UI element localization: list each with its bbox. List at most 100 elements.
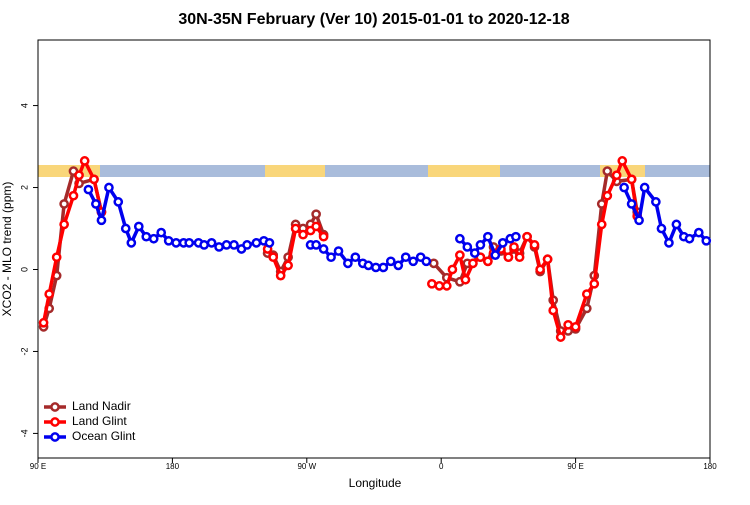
data-point [59,199,69,209]
data-point [133,221,144,232]
data-point [427,278,437,289]
x-tick-label: 0 [439,462,444,471]
data-point [626,199,637,209]
data-point [468,258,478,269]
data-point [602,166,613,176]
data-point [229,240,239,250]
data-point [639,182,650,193]
data-point [148,233,159,244]
y-tick-label: 2 [19,185,29,190]
data-point [455,250,465,260]
data-point [206,238,217,248]
legend-label: Land Glint [72,414,127,428]
data-point [363,260,374,271]
x-tick-label: 90 E [30,462,46,471]
data-point [156,227,167,238]
data-point [378,262,389,273]
data-point [38,317,49,328]
data-point [634,215,644,226]
data-point [421,256,432,267]
data-point [511,231,521,242]
data-point [214,242,224,252]
data-point [311,209,321,220]
data-point [298,229,308,240]
data-point [455,233,465,244]
y-tick-label: -4 [19,429,29,437]
data-point [318,244,329,254]
data-point [589,278,600,289]
data-point [221,240,232,250]
data-point [514,252,525,263]
data-point [171,238,181,248]
data-point [385,256,396,267]
data-point [59,219,69,230]
data-point [290,223,301,234]
legend-marker [50,417,60,427]
data-point [400,252,411,263]
data-point [581,289,592,299]
data-point [462,242,473,252]
data-point [311,240,321,250]
data-point [475,240,486,250]
data-point [91,199,101,209]
data-point [333,246,344,256]
data-point [83,184,94,195]
data-point [469,248,480,258]
data-point [619,182,629,193]
data-point [602,190,613,201]
x-axis-label: Longitude [349,476,402,490]
data-point [555,332,566,342]
map-strip [38,165,710,177]
data-point [268,252,279,263]
x-tick-label: 180 [166,462,180,471]
chart-title: 30N-35N February (Ver 10) 2015-01-01 to … [178,11,569,28]
data-point [428,258,439,269]
series-line [86,185,708,270]
x-tick-label: 90 W [297,462,316,471]
y-axis-label: XCO2 - MLO trend (ppm) [0,182,14,317]
legend-label: Ocean Glint [72,429,136,443]
data-point [79,156,90,166]
legend-marker [50,402,60,412]
data-point [393,260,404,271]
data-point [596,219,607,230]
data-point [104,182,114,193]
data-point [664,238,674,248]
x-tick-label: 90 E [567,462,583,471]
legend-marker [50,432,60,442]
data-point [656,223,667,234]
data-point [503,252,514,263]
data-point [684,233,695,244]
data-point [311,221,321,232]
data-point [283,260,293,271]
data-point [626,174,637,185]
data-point [89,174,99,185]
data-point [163,235,174,246]
data-point [68,190,79,201]
data-point [275,270,286,281]
data-point [120,223,131,234]
data-point [371,262,381,273]
data-point [184,238,195,248]
data-point [535,264,545,275]
data-point [490,250,501,260]
data-point [199,240,209,250]
data-point [563,319,573,330]
data-point [447,264,458,275]
data-point [497,238,508,248]
data-point [509,242,519,252]
data-point [326,252,336,263]
y-tick-label: -2 [19,347,29,355]
data-point [529,240,540,250]
data-point [548,305,559,316]
y-tick-label: 0 [19,267,29,272]
data-point [96,215,107,226]
data-point [483,231,493,242]
x-tick-label: 180 [703,462,717,471]
data-point [408,256,419,267]
data-point [483,256,493,267]
data-point [542,254,553,265]
data-point [141,231,152,242]
data-point [74,170,84,181]
